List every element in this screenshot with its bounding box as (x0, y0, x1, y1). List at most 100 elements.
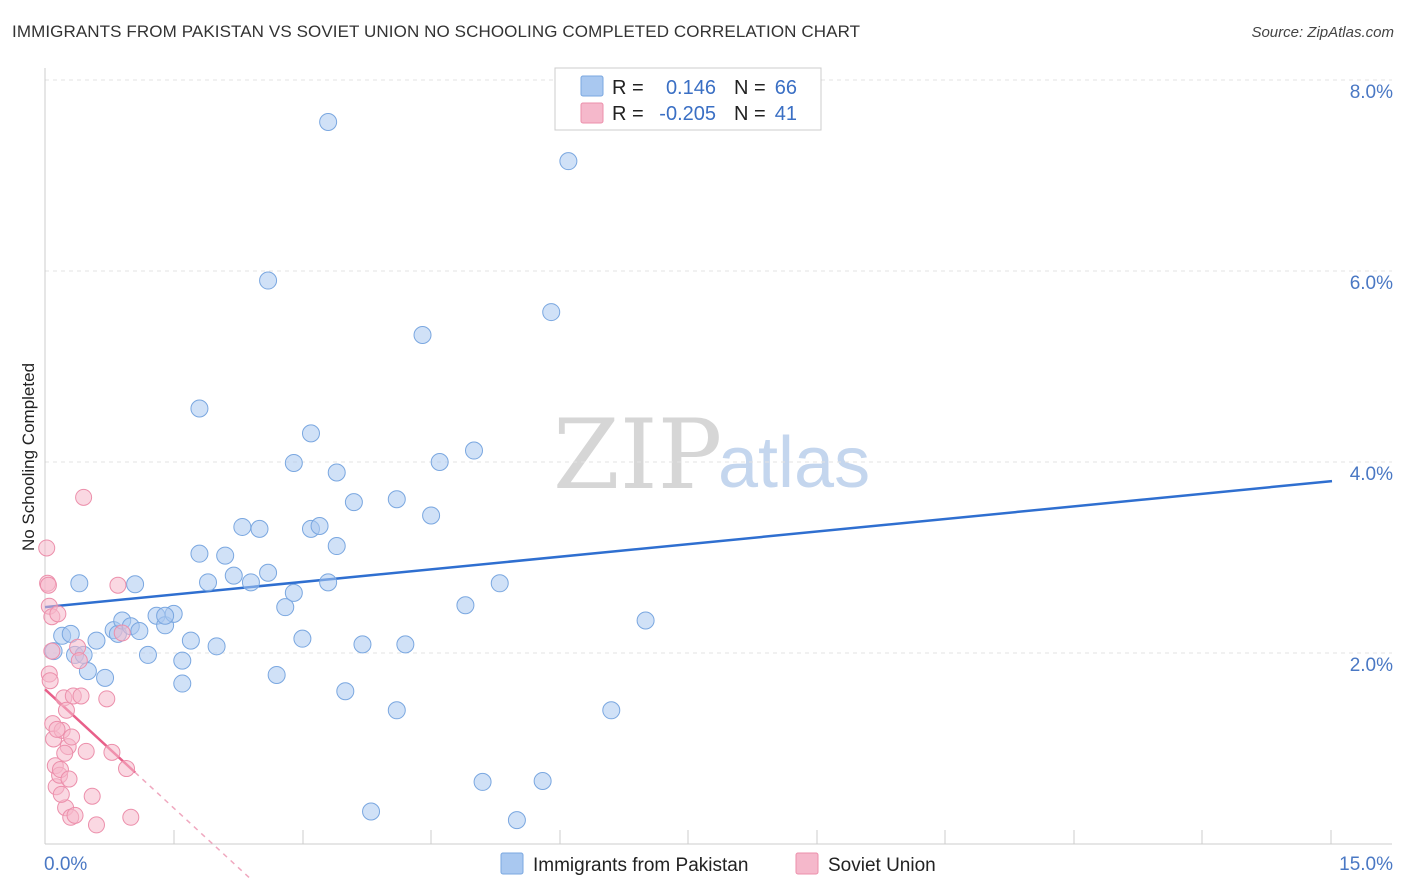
pakistan-point (465, 441, 483, 460)
legend-n-value-soviet: 41 (775, 103, 797, 125)
soviet-point (41, 672, 59, 690)
pakistan-point (301, 424, 320, 443)
pakistan-point (233, 517, 252, 536)
pakistan-point (70, 574, 89, 593)
pakistan-point (216, 546, 235, 565)
y-tick-label: 6.0% (1350, 273, 1393, 294)
y-tick-labels: 2.0% 4.0% 6.0% 8.0% (1350, 82, 1393, 676)
pakistan-point (259, 563, 278, 582)
axes (44, 68, 1392, 845)
legend-r-value-soviet: -0.205 (659, 103, 716, 125)
soviet-point (63, 728, 81, 746)
pakistan-point (190, 399, 209, 418)
soviet-point (109, 576, 127, 594)
pakistan-point (430, 453, 449, 471)
pakistan-point (327, 537, 346, 556)
pakistan-point (130, 622, 149, 641)
series-legend-label-soviet: Soviet Union (828, 855, 936, 876)
pakistan-point (559, 152, 578, 171)
gridlines (45, 79, 1392, 654)
soviet-point (113, 624, 131, 642)
stats-legend: R = 0.146 N = 66 R = -0.205 N = 41 (554, 67, 822, 131)
chart-title: IMMIGRANTS FROM PAKISTAN VS SOVIET UNION… (12, 22, 861, 41)
soviet-point (83, 787, 101, 805)
pakistan-point (181, 631, 200, 650)
soviet-point (49, 605, 67, 623)
pakistan-point (276, 598, 295, 617)
pakistan-point (542, 303, 561, 322)
pakistan-point (267, 665, 286, 684)
soviet-point (60, 770, 78, 788)
pakistan-point (507, 811, 526, 830)
x-tick-labels: 0.0% 15.0% (44, 854, 1393, 875)
pakistan-point (241, 573, 260, 592)
pakistan-point (190, 544, 209, 563)
legend-swatch-pakistan (580, 75, 604, 97)
pakistan-point (284, 583, 303, 602)
soviet-point (66, 806, 84, 824)
pakistan-point (207, 637, 226, 656)
pakistan-point (387, 701, 406, 720)
y-tick-label: 2.0% (1350, 655, 1393, 676)
pakistan-point (319, 113, 338, 132)
soviet-trend-extension (134, 771, 252, 880)
pakistan-point (87, 631, 106, 650)
legend-n-label-soviet: N = (734, 103, 766, 125)
pakistan-point (387, 490, 406, 509)
pakistan-point (319, 573, 338, 592)
soviet-point (77, 742, 95, 760)
pakistan-point (126, 575, 145, 594)
pakistan-point (456, 596, 475, 615)
soviet-point (122, 808, 140, 826)
pakistan-point (156, 606, 175, 625)
legend-r-value-pakistan: 0.146 (666, 77, 716, 99)
pakistan-point (353, 635, 372, 654)
chart-source: Source: ZipAtlas.com (1251, 24, 1394, 41)
watermark: ZIP atlas (553, 399, 870, 511)
watermark-zip: ZIP (553, 399, 722, 511)
pakistan-point (199, 573, 218, 592)
pakistan-point (636, 611, 655, 630)
x-tick-label-min: 0.0% (44, 854, 87, 875)
soviet-point (98, 690, 116, 708)
trend-lines (44, 479, 1333, 880)
pakistan-point (173, 674, 192, 693)
soviet-point (57, 701, 75, 719)
pakistan-point (96, 668, 115, 687)
pakistan-point (138, 645, 157, 664)
pakistan-trend-line (44, 479, 1333, 609)
pakistan-point (602, 701, 621, 720)
pakistan-point (284, 453, 303, 472)
legend-r-label-pakistan: R = (612, 77, 644, 99)
legend-n-label-pakistan: N = (734, 77, 766, 99)
soviet-point (38, 539, 56, 557)
soviet-point (52, 785, 70, 803)
legend-n-value-pakistan: 66 (775, 77, 797, 99)
pakistan-point (310, 516, 329, 535)
soviet-point (72, 687, 90, 705)
pakistan-point (327, 463, 346, 482)
soviet-point (56, 744, 74, 762)
pakistan-point (293, 629, 312, 648)
legend-r-label-soviet: R = (612, 103, 644, 125)
data-points (38, 113, 655, 834)
pakistan-point (413, 325, 432, 344)
series-legend-swatch-pakistan (500, 852, 524, 875)
pakistan-point (422, 506, 441, 525)
soviet-point (48, 720, 66, 738)
watermark-atlas: atlas (718, 423, 870, 503)
soviet-point (43, 642, 61, 660)
soviet-point (70, 652, 88, 670)
y-tick-label: 8.0% (1350, 82, 1393, 103)
pakistan-point (473, 772, 492, 791)
series-legend: Immigrants from Pakistan Soviet Union (500, 852, 936, 876)
y-tick-label: 4.0% (1350, 464, 1393, 485)
soviet-point (87, 816, 105, 834)
soviet-point (103, 743, 121, 761)
x-tick-label-max: 15.0% (1339, 854, 1393, 875)
series-legend-swatch-soviet (795, 852, 819, 875)
pakistan-point (259, 271, 278, 290)
soviet-point (75, 488, 93, 506)
y-axis-title: No Schooling Completed (19, 363, 38, 551)
